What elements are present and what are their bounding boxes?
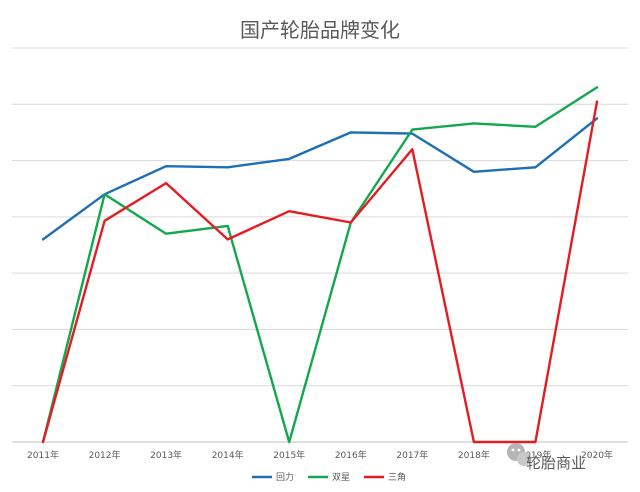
series-lines	[41, 86, 599, 444]
x-tick-label: 2016年	[335, 449, 367, 461]
gridlines	[12, 47, 628, 443]
x-tick-label: 2015年	[273, 449, 305, 461]
x-tick-label: 2012年	[89, 449, 121, 461]
watermark: 轮胎商业	[507, 443, 586, 472]
series-line-1	[41, 117, 599, 241]
watermark-text: 轮胎商业	[526, 454, 586, 472]
series-line-3	[41, 100, 599, 444]
x-tick-label: 2013年	[150, 449, 182, 461]
x-tick-label: 2011年	[27, 449, 59, 461]
wechat-icon	[507, 443, 531, 466]
x-axis-ticks: 2011年 2012年 2013年 2014年 2015年 2016年 2017年 2018年…	[27, 449, 613, 461]
x-tick-label: 2018年	[458, 449, 490, 461]
x-tick-label: 2017年	[396, 449, 428, 461]
x-tick-label: 2020年	[581, 449, 613, 461]
legend: 回力 双星 三角	[252, 471, 406, 483]
legend-label: 三角	[388, 471, 406, 483]
series-line-2	[41, 86, 599, 444]
legend-label: 双星	[332, 472, 350, 483]
chart-title: 国产轮胎品牌变化	[240, 18, 400, 42]
x-tick-label: 2014年	[212, 449, 244, 461]
legend-label: 回力	[276, 471, 294, 483]
